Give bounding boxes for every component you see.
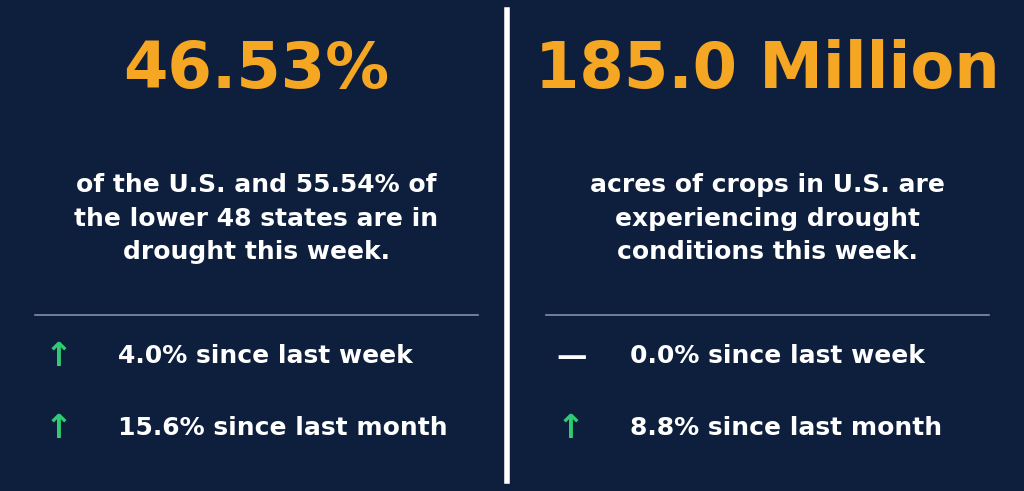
Text: ↑: ↑ [556, 412, 585, 445]
Text: ↑: ↑ [45, 412, 73, 445]
Text: 4.0% since last week: 4.0% since last week [119, 344, 414, 368]
Text: 15.6% since last month: 15.6% since last month [119, 416, 449, 440]
Text: 0.0% since last week: 0.0% since last week [630, 344, 925, 368]
Text: acres of crops in U.S. are
experiencing drought
conditions this week.: acres of crops in U.S. are experiencing … [591, 173, 945, 264]
Text: 8.8% since last month: 8.8% since last month [630, 416, 942, 440]
Text: —: — [556, 342, 587, 371]
Text: 46.53%: 46.53% [123, 39, 389, 101]
Text: of the U.S. and 55.54% of
the lower 48 states are in
drought this week.: of the U.S. and 55.54% of the lower 48 s… [74, 173, 438, 264]
Text: ↑: ↑ [45, 340, 73, 373]
Text: 185.0 Million: 185.0 Million [536, 39, 1000, 101]
